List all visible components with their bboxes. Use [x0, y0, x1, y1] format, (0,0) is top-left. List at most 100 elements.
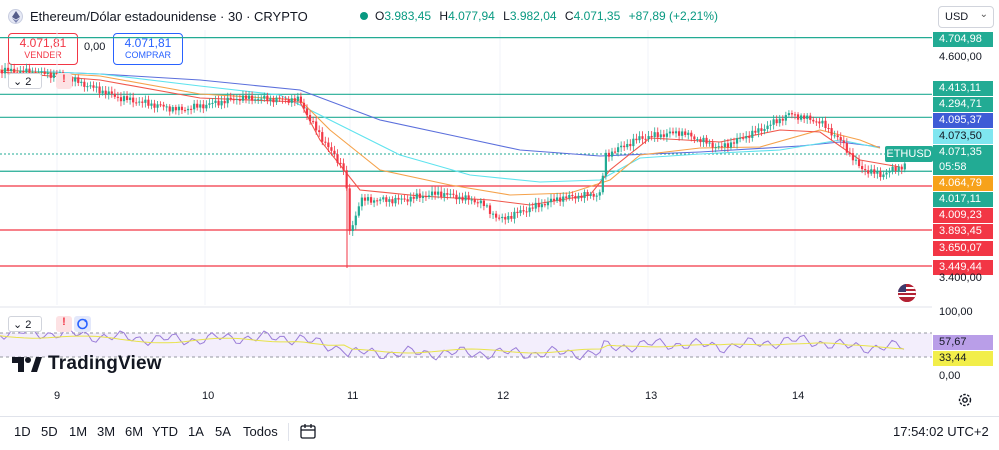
- open-label: O: [375, 9, 385, 23]
- bearish-candle: [894, 166, 897, 171]
- bullish-candle: [263, 95, 266, 99]
- indicators-toggle[interactable]: ⌄ 2: [8, 73, 42, 89]
- range-button-1d[interactable]: 1D: [14, 424, 31, 439]
- range-button-todos[interactable]: Todos: [243, 424, 278, 439]
- bullish-candle: [647, 135, 650, 140]
- bearish-candle: [385, 197, 388, 202]
- rsi-indicator-count: 2: [25, 319, 32, 331]
- price-level-tag: 4.064,79: [933, 176, 993, 191]
- time-axis-label: 13: [645, 390, 658, 402]
- symbol-title[interactable]: Ethereum/Dólar estadounidense · 30 · CRY…: [30, 9, 308, 24]
- bearish-candle: [318, 130, 321, 133]
- bullish-candle: [617, 147, 620, 153]
- bearish-candle: [543, 204, 546, 206]
- rsi-warning-icon[interactable]: !: [56, 316, 72, 332]
- bearish-candle: [461, 196, 464, 201]
- bullish-candle: [3, 67, 7, 74]
- bullish-candle: [214, 100, 217, 103]
- buy-button[interactable]: 4.071,81 COMPRAR: [113, 33, 183, 65]
- bearish-candle: [223, 100, 226, 104]
- bullish-candle: [723, 143, 726, 148]
- bullish-candle: [74, 77, 77, 82]
- range-button-5a[interactable]: 5A: [215, 424, 231, 439]
- bearish-candle: [827, 128, 830, 130]
- bullish-candle: [626, 143, 629, 148]
- bearish-candle: [803, 115, 806, 119]
- bearish-candle: [312, 121, 315, 123]
- bullish-candle: [379, 199, 382, 201]
- utc-clock[interactable]: 17:54:02 UTC+2: [893, 424, 989, 439]
- bearish-candle: [732, 142, 736, 144]
- bullish-candle: [632, 138, 635, 147]
- range-button-1m[interactable]: 1M: [69, 424, 88, 439]
- bullish-candle: [729, 142, 733, 148]
- bullish-candle: [717, 146, 720, 148]
- bullish-candle: [568, 194, 571, 198]
- bearish-candle: [369, 197, 373, 203]
- bearish-candle: [77, 77, 80, 83]
- rsi-value-tag: 57,67: [933, 335, 993, 350]
- bullish-candle: [351, 225, 354, 232]
- bearish-candle: [781, 118, 784, 121]
- low-value: 3.982,04: [509, 9, 557, 23]
- bearish-candle: [565, 196, 568, 198]
- bearish-candle: [641, 136, 644, 139]
- range-button-5d[interactable]: 5D: [41, 424, 58, 439]
- bearish-candle: [498, 217, 501, 219]
- bullish-candle: [598, 192, 601, 196]
- price-chart[interactable]: [0, 30, 932, 385]
- range-button-3m[interactable]: 3M: [97, 424, 116, 439]
- us-flag-icon[interactable]: [898, 284, 916, 302]
- bearish-candle: [406, 199, 409, 202]
- bullish-candle: [687, 132, 690, 135]
- bearish-candle: [266, 95, 269, 101]
- sell-button[interactable]: 4.071,81 VENDER: [8, 33, 78, 65]
- bullish-candle: [357, 206, 360, 216]
- bullish-candle: [735, 138, 739, 144]
- bullish-candle: [479, 200, 482, 204]
- price-level-tag: 4.294,71: [933, 97, 993, 112]
- range-button-6m[interactable]: 6M: [125, 424, 144, 439]
- bearish-candle: [861, 166, 864, 170]
- bearish-candle: [671, 131, 675, 134]
- calendar-icon[interactable]: [299, 422, 317, 440]
- bearish-candle: [403, 198, 406, 200]
- bullish-candle: [165, 106, 168, 108]
- spread-value: 0,00: [84, 41, 106, 53]
- bearish-candle: [848, 152, 851, 154]
- bullish-candle: [519, 210, 522, 214]
- bearish-candle: [278, 97, 281, 99]
- gear-icon[interactable]: [957, 392, 973, 408]
- bearish-candle: [424, 196, 428, 198]
- range-button-ytd[interactable]: YTD: [152, 424, 178, 439]
- bullish-candle: [610, 151, 614, 157]
- bullish-candle: [784, 115, 787, 121]
- refresh-icon[interactable]: [74, 316, 91, 332]
- price-level-tag: 05:58: [933, 160, 993, 175]
- bullish-candle: [766, 125, 769, 129]
- moving-average-line: [0, 69, 881, 157]
- bearish-candle: [559, 197, 562, 202]
- time-axis-label: 14: [792, 390, 805, 402]
- rsi-indicator-toggle[interactable]: ⌄ 2: [8, 316, 42, 332]
- bullish-candle: [86, 86, 89, 88]
- bullish-candle: [739, 137, 742, 139]
- bullish-candle: [763, 128, 766, 131]
- bullish-candle: [226, 97, 229, 104]
- bullish-candle: [562, 196, 565, 202]
- bullish-candle: [549, 198, 553, 203]
- tradingview-logo[interactable]: TradingView: [12, 353, 162, 376]
- bullish-candle: [95, 86, 98, 88]
- currency-select[interactable]: USD ⌄: [938, 6, 994, 28]
- range-button-1a[interactable]: 1A: [188, 424, 204, 439]
- bullish-candle: [186, 108, 190, 111]
- bearish-candle: [232, 99, 235, 101]
- bullish-candle: [156, 104, 159, 108]
- bearish-candle: [83, 81, 86, 87]
- bearish-candle: [348, 188, 351, 232]
- bearish-candle: [482, 200, 485, 207]
- bearish-candle: [71, 78, 74, 82]
- warning-icon[interactable]: !: [56, 73, 72, 89]
- bearish-candle: [308, 114, 312, 122]
- bullish-candle: [778, 118, 781, 124]
